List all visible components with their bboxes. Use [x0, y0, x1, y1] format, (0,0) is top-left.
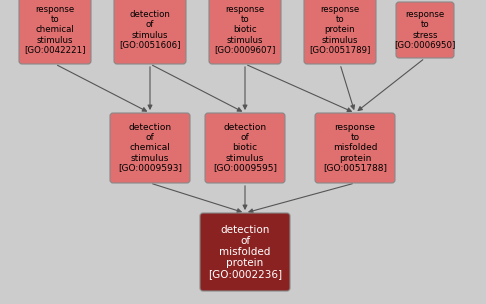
Text: response
to
stress
[GO:0006950]: response to stress [GO:0006950] [394, 10, 456, 50]
FancyBboxPatch shape [315, 113, 395, 183]
Text: detection
of
stimulus
[GO:0051606]: detection of stimulus [GO:0051606] [119, 10, 181, 50]
Text: detection
of
misfolded
protein
[GO:0002236]: detection of misfolded protein [GO:00022… [208, 225, 282, 279]
FancyBboxPatch shape [205, 113, 285, 183]
FancyBboxPatch shape [200, 213, 290, 291]
FancyBboxPatch shape [19, 0, 91, 64]
Text: response
to
misfolded
protein
[GO:0051788]: response to misfolded protein [GO:005178… [323, 123, 387, 173]
Text: response
to
protein
stimulus
[GO:0051789]: response to protein stimulus [GO:0051789… [309, 5, 371, 55]
FancyBboxPatch shape [396, 2, 454, 58]
FancyBboxPatch shape [304, 0, 376, 64]
Text: detection
of
chemical
stimulus
[GO:0009593]: detection of chemical stimulus [GO:00095… [118, 123, 182, 173]
FancyBboxPatch shape [110, 113, 190, 183]
FancyBboxPatch shape [209, 0, 281, 64]
Text: response
to
biotic
stimulus
[GO:0009607]: response to biotic stimulus [GO:0009607] [214, 5, 276, 55]
Text: response
to
chemical
stimulus
[GO:0042221]: response to chemical stimulus [GO:004222… [24, 5, 86, 55]
Text: detection
of
biotic
stimulus
[GO:0009595]: detection of biotic stimulus [GO:0009595… [213, 123, 277, 173]
FancyBboxPatch shape [114, 0, 186, 64]
